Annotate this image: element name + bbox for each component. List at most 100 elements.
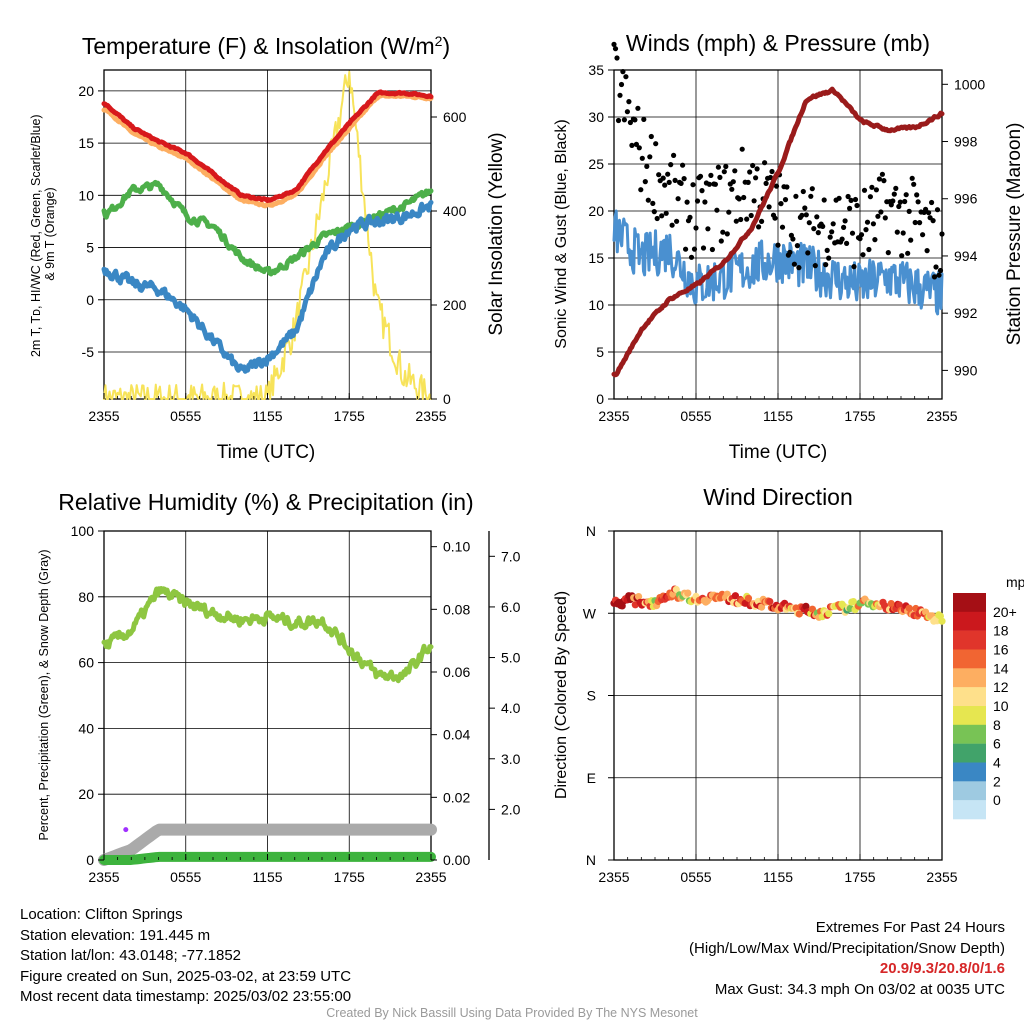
gust-point (896, 203, 902, 210)
gust-point (660, 175, 666, 181)
gust-point (900, 230, 906, 236)
gust-point (763, 180, 769, 186)
gust-point (851, 264, 857, 270)
gust-point (650, 200, 656, 206)
gust-point (714, 207, 720, 213)
humidity-y-tick-label: 80 (78, 589, 94, 605)
temperature-x-tick-label: 2355 (88, 408, 119, 424)
gust-point (756, 224, 762, 230)
direction-point (766, 598, 774, 606)
colorbar-swatch (953, 630, 986, 650)
temperature-y-tick-label: 5 (86, 240, 94, 256)
gust-point (867, 194, 874, 200)
gust-point (903, 192, 909, 198)
pressure-y-label: Station Pressure (Maroon) (1004, 123, 1024, 346)
gust-point (717, 174, 723, 180)
gust-point (879, 171, 886, 177)
gust-point (926, 210, 932, 216)
gust-point (891, 191, 897, 197)
precip-y-tick-label: 0.04 (443, 727, 470, 743)
gust-point (933, 264, 939, 270)
gust-point (890, 198, 896, 204)
gust-point (688, 254, 695, 260)
humidity-y-tick-label: 60 (78, 655, 94, 671)
gust-point (849, 230, 856, 236)
gust-point (736, 196, 742, 202)
colorbar-swatch (953, 706, 986, 726)
relative-humidity-line (101, 586, 434, 684)
snow-y-tick-label: 4.0 (501, 700, 521, 716)
gust-point (668, 162, 674, 168)
direction-x-tick-label: 2355 (926, 869, 957, 885)
gust-point (748, 212, 754, 219)
pressure-y-tick-label: 990 (954, 362, 978, 378)
gust-point (864, 219, 871, 225)
winds-x-label: Time (UTC) (729, 442, 828, 463)
precip-y-tick-label: 0.10 (443, 539, 470, 555)
gust-point (611, 41, 617, 48)
gust-point (836, 195, 842, 201)
temperature-x-tick-label: 1755 (334, 408, 365, 424)
gust-point (632, 117, 638, 123)
pressure-y-tick-label: 998 (954, 134, 978, 150)
gust-point (930, 218, 936, 224)
gust-point (626, 99, 632, 105)
gust-point (912, 219, 918, 226)
gust-point (647, 154, 653, 160)
gust-point (878, 209, 884, 215)
gust-point (860, 252, 866, 258)
precip-y-tick-label: 0.00 (443, 852, 470, 868)
snow-y-tick-label: 7.0 (501, 548, 521, 564)
temperature-title: Temperature (F) & Insolation (W/m2) (82, 33, 450, 59)
pressure-y-tick-label: 992 (954, 305, 978, 321)
gust-point (787, 249, 793, 255)
direction-point (849, 598, 858, 606)
temperature-line-orange (101, 92, 434, 209)
gust-point (733, 218, 739, 224)
direction-point (825, 610, 833, 618)
gust-point (651, 209, 657, 215)
temperature-x-tick-label: 1155 (252, 408, 282, 424)
humidity-title: Relative Humidity (%) & Precipitation (i… (58, 489, 473, 515)
humidity-y-tick-label: 40 (78, 720, 94, 736)
gust-point (869, 184, 875, 190)
gust-point (684, 199, 690, 205)
gust-point (744, 216, 750, 222)
snow-depth-line (98, 823, 437, 866)
gust-point (694, 198, 701, 204)
gust-point (645, 197, 651, 203)
temperature-y-label: 2m T, Tᴅ, HI/WC (Red, Green, Scarlet/Blu… (29, 111, 57, 357)
gust-point (623, 74, 629, 80)
gust-point (699, 188, 705, 194)
gust-point (873, 187, 880, 193)
gust-point (635, 105, 641, 111)
gust-point (936, 272, 942, 278)
gust-point (662, 182, 668, 188)
temperature-x-label: Time (UTC) (217, 442, 316, 463)
colorbar-label: 2 (993, 773, 1001, 789)
humidity-x-tick-label: 1755 (334, 869, 365, 885)
extremes-info: Extremes For Past 24 Hours (High/Low/Max… (689, 918, 1005, 1000)
gust-point (917, 220, 923, 226)
snow-y-tick-label: 5.0 (501, 650, 521, 666)
gust-point (691, 246, 698, 252)
gust-point (636, 145, 642, 151)
gust-point (683, 246, 689, 252)
direction-title: Wind Direction (703, 484, 853, 510)
gust-point (697, 173, 704, 179)
gust-point (639, 155, 645, 161)
colorbar-label: 0 (993, 792, 1001, 808)
gust-point (909, 175, 915, 181)
colorbar-label: 8 (993, 717, 1001, 733)
gust-point (729, 186, 735, 192)
gust-point (824, 247, 830, 253)
gust-point (854, 202, 860, 209)
gust-point (675, 196, 681, 202)
colorbar-swatch (953, 743, 986, 763)
winds-y-tick-label: 5 (596, 344, 604, 360)
station-location: Location: Clifton Springs (20, 906, 183, 923)
gust-point (882, 215, 888, 221)
recent-data-timestamp: Most recent data timestamp: 2025/03/02 2… (20, 988, 352, 1005)
winds-title: Winds (mph) & Pressure (mb) (626, 30, 930, 56)
